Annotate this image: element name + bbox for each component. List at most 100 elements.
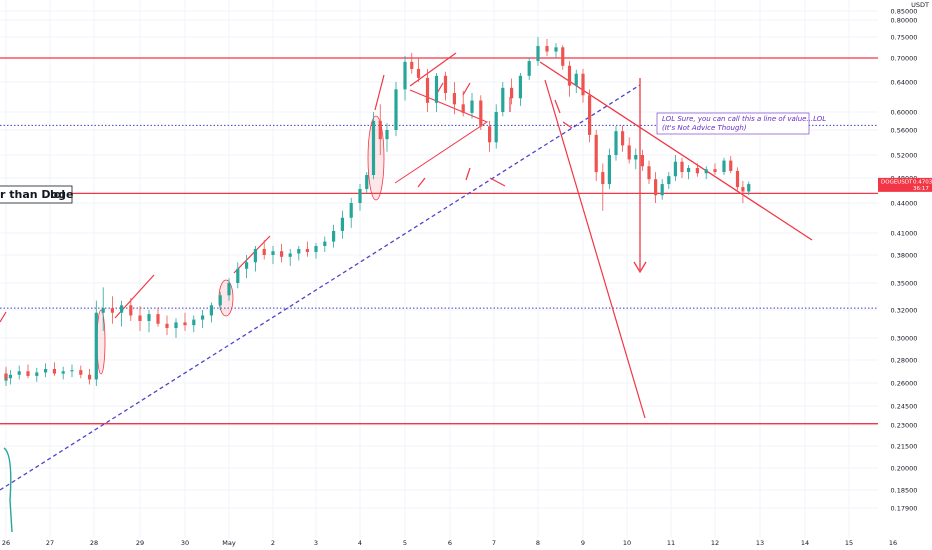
candle-body <box>667 176 671 185</box>
candle-body <box>371 120 376 176</box>
candle-body <box>554 47 558 52</box>
time-axis[interactable]: 26 27 28 29 30 May 2 3 4 5 6 7 8 9 10 11 12 13 14 15 16 <box>0 538 932 550</box>
price-tick-label: 0.30000 <box>891 335 918 343</box>
candle-body <box>138 315 142 321</box>
time-tick-label: 13 <box>756 539 764 547</box>
annotation-arrow <box>462 82 471 96</box>
candle-body <box>452 93 456 105</box>
price-tick-label: 0.52000 <box>891 152 918 160</box>
price-tick-label: 0.44000 <box>891 200 918 208</box>
candle-body <box>687 167 691 173</box>
candles <box>4 37 751 386</box>
candle-body <box>94 312 98 380</box>
time-tick-label: 8 <box>536 539 540 547</box>
price-tick-label: 0.28000 <box>891 357 918 365</box>
oscillator-line <box>3 447 13 533</box>
candle-body <box>8 374 12 379</box>
candle-body <box>147 314 151 321</box>
candle-body <box>340 217 344 231</box>
time-tick-label: 6 <box>448 539 452 547</box>
price-axis-bg <box>878 0 932 550</box>
candle-body <box>601 172 605 185</box>
candle-body <box>574 73 578 86</box>
candle-body <box>536 46 540 62</box>
candle-body <box>70 370 74 372</box>
candle-body <box>314 245 318 252</box>
candle-body <box>297 248 301 254</box>
candle-body <box>61 371 65 374</box>
time-tick-label: 11 <box>667 539 675 547</box>
caption-suffix: lol <box>50 188 65 201</box>
candle-body <box>236 268 240 283</box>
time-tick-label: 4 <box>358 539 362 547</box>
annotation-arrow <box>0 311 7 323</box>
candle-body <box>660 184 664 196</box>
note-line-2: (It's Not Advice Though) <box>662 124 747 132</box>
candle-body <box>280 251 284 257</box>
candle-body <box>479 100 483 127</box>
candle-body <box>443 75 448 94</box>
caption-box <box>0 185 73 204</box>
candle-body <box>673 161 677 177</box>
candle-body <box>634 155 638 160</box>
countdown-label: 36:17 <box>913 186 929 192</box>
candle-body <box>527 61 531 76</box>
candle-body <box>262 248 266 255</box>
price-tick-label: 0.60000 <box>891 109 918 117</box>
candle-body <box>305 248 309 252</box>
candle-body <box>129 305 133 316</box>
currency-label: USDT <box>911 1 929 9</box>
caption-text: r than Doge <box>0 188 73 201</box>
candle-body <box>425 77 430 103</box>
candle-body <box>647 166 651 180</box>
candle-body <box>713 169 717 173</box>
candle-body <box>494 112 498 143</box>
candle-body <box>594 134 598 173</box>
candle-body <box>518 75 522 99</box>
candle-body <box>44 368 48 373</box>
candle-body <box>545 46 549 52</box>
candle-body <box>704 169 708 174</box>
note-box <box>656 112 810 135</box>
candle-body <box>741 187 745 192</box>
steep-trendline <box>544 79 646 419</box>
candle-body <box>209 305 213 316</box>
annotation-arrow <box>489 177 506 187</box>
time-tick-label: 29 <box>136 539 144 547</box>
time-tick-label: May <box>222 539 236 547</box>
price-tick-label: 0.80000 <box>891 17 918 25</box>
candle-body <box>271 251 275 255</box>
annotation-arrow <box>417 177 426 188</box>
candle-body <box>245 262 249 269</box>
candle-body <box>501 87 505 112</box>
candle-body <box>52 368 56 374</box>
candle-body <box>680 161 684 173</box>
time-tick-label: 12 <box>711 539 719 547</box>
candle-body <box>26 371 30 376</box>
candle-body <box>567 65 572 86</box>
chart-grid <box>0 0 894 538</box>
candle-body <box>174 322 178 328</box>
descending-trendline <box>539 61 813 241</box>
annotation-arrow <box>409 52 457 87</box>
annotation-arrow <box>374 74 385 111</box>
price-tick-label: 0.75000 <box>891 34 918 42</box>
price-tick-label: 0.35000 <box>891 280 918 288</box>
candle-body <box>729 160 733 171</box>
candle-body <box>227 283 231 296</box>
price-tick-label: 0.56000 <box>891 127 918 135</box>
time-tick-label: 28 <box>90 539 98 547</box>
price-tick-label: 0.32000 <box>891 307 918 315</box>
candle-body <box>640 155 644 167</box>
candle-body <box>403 61 407 90</box>
candle-body <box>332 230 336 242</box>
candle-body <box>4 373 8 379</box>
time-tick-label: 7 <box>492 539 496 547</box>
candle-body <box>35 372 39 376</box>
price-tick-label: 0.26000 <box>891 380 918 388</box>
candle-body <box>253 248 257 263</box>
candle-body <box>101 308 105 313</box>
price-label-box <box>878 177 932 192</box>
